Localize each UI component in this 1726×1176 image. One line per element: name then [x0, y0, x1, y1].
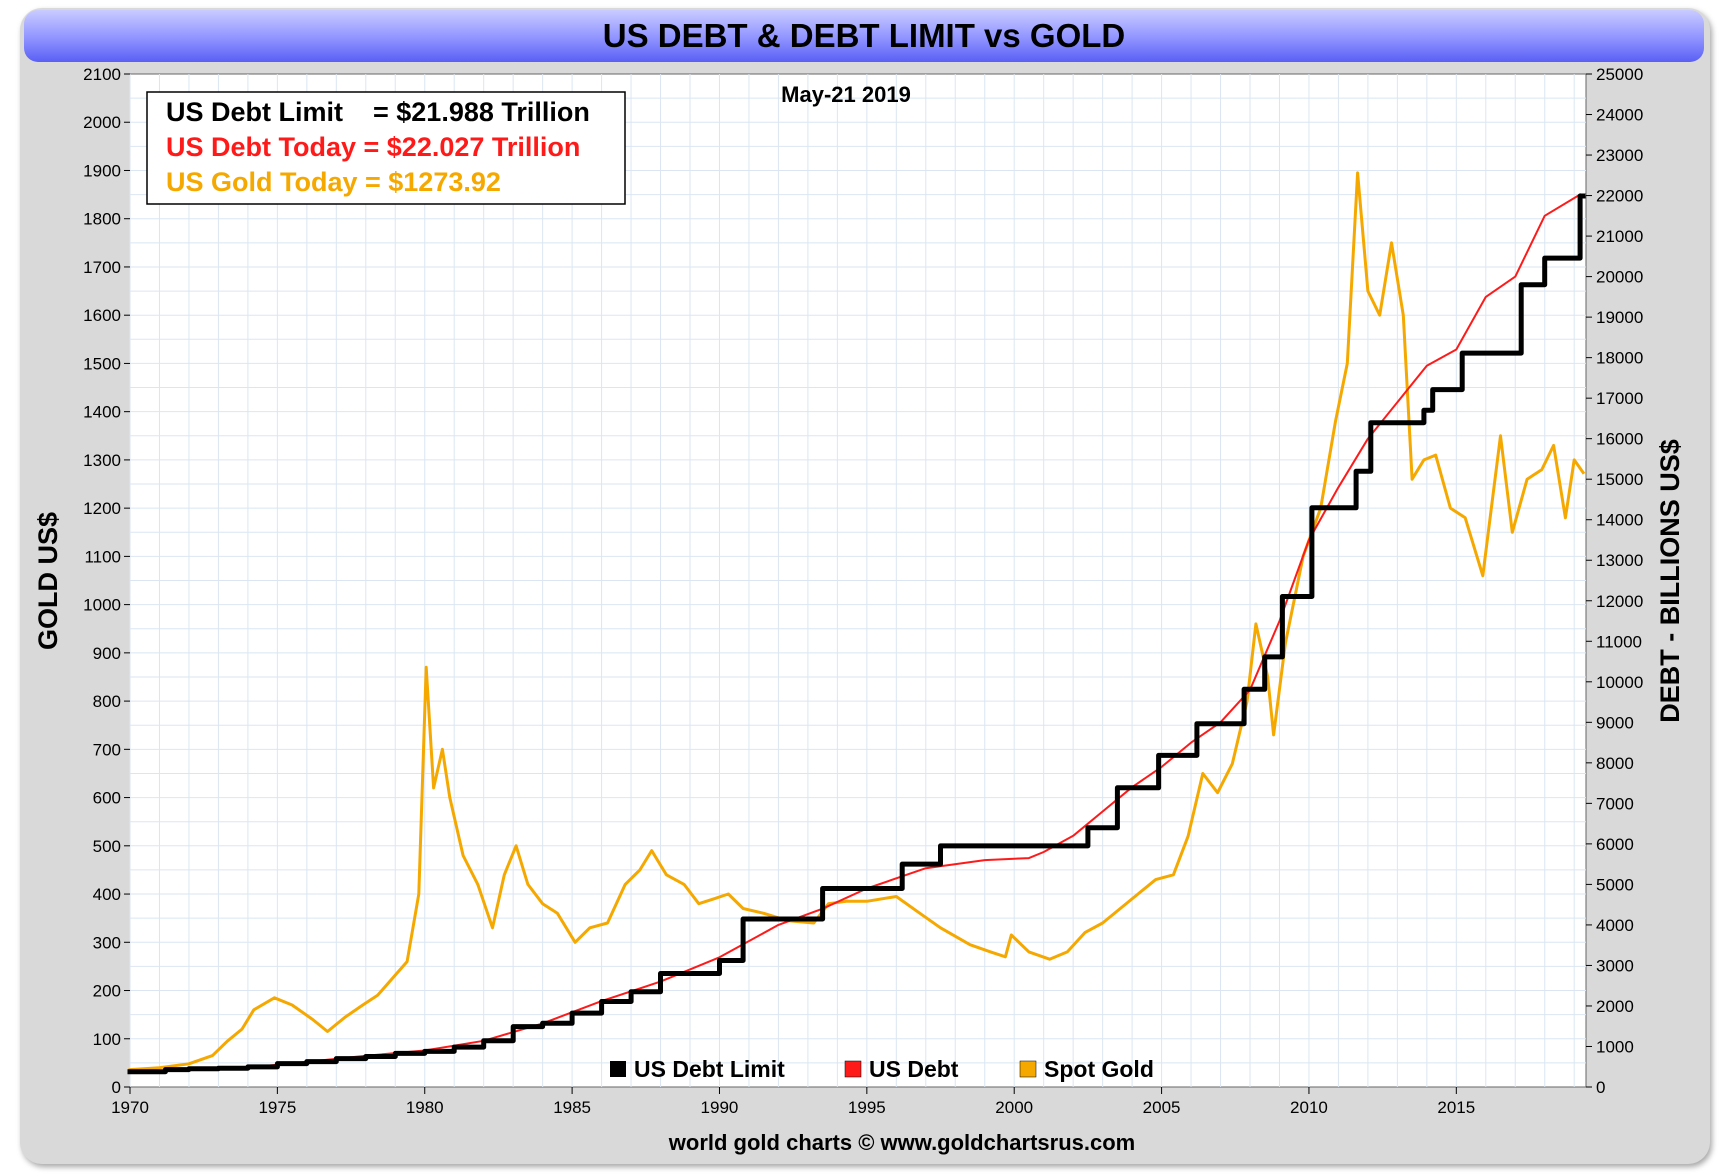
y-left-tick-label: 1400: [83, 403, 121, 422]
x-tick-label: 1995: [848, 1098, 886, 1117]
y-right-tick-label: 25000: [1596, 65, 1643, 84]
legend: US Debt Limit US Debt Spot Gold: [610, 1056, 1154, 1082]
x-tick-label: 2000: [995, 1098, 1033, 1117]
y-right-tick-label: 12000: [1596, 592, 1643, 611]
y-right-tick-label: 2000: [1596, 997, 1634, 1016]
x-tick-label: 2010: [1290, 1098, 1328, 1117]
footer-credit: world gold charts © www.goldchartsrus.co…: [668, 1130, 1135, 1155]
y-left-tick-label: 1300: [83, 451, 121, 470]
y-left-tick-label: 1600: [83, 306, 121, 325]
y-left-tick-label: 2000: [83, 113, 121, 132]
y-left-tick-label: 100: [93, 1030, 121, 1049]
y-left-tick-label: 800: [93, 692, 121, 711]
x-tick-label: 2015: [1437, 1098, 1475, 1117]
x-tick-label: 1990: [701, 1098, 739, 1117]
axis-ticks: 1970 1975 1980 1985 1990 1995 2000 2005 2010 2015…: [83, 65, 1643, 1117]
y-right-tick-label: 19000: [1596, 308, 1643, 327]
y-right-tick-label: 24000: [1596, 106, 1643, 125]
y-left-tick-label: 400: [93, 885, 121, 904]
y-right-tick-label: 22000: [1596, 187, 1643, 206]
y-axis-left-label: GOLD US$: [33, 512, 63, 650]
legend-label-debt: US Debt: [869, 1056, 959, 1082]
y-left-tick-label: 900: [93, 644, 121, 663]
y-left-tick-label: 1900: [83, 161, 121, 180]
y-left-tick-label: 500: [93, 837, 121, 856]
y-left-tick-label: 1500: [83, 354, 121, 373]
y-right-tick-label: 10000: [1596, 673, 1643, 692]
y-right-tick-label: 20000: [1596, 268, 1643, 287]
y-right-tick-label: 1000: [1596, 1037, 1634, 1056]
legend-swatch-debt: [844, 1060, 862, 1078]
x-tick-label: 1985: [553, 1098, 591, 1117]
series-line-spot-gold: [128, 171, 1586, 1072]
y-left-tick-label: 600: [93, 789, 121, 808]
y-right-tick-label: 14000: [1596, 511, 1643, 530]
y-right-tick-label: 6000: [1596, 835, 1634, 854]
legend-swatch-gold: [1019, 1060, 1037, 1078]
y-right-tick-label: 9000: [1596, 713, 1634, 732]
y-right-tick-label: 7000: [1596, 794, 1634, 813]
y-left-tick-label: 700: [93, 740, 121, 759]
y-left-tick-label: 1700: [83, 258, 121, 277]
y-left-tick-label: 1000: [83, 596, 121, 615]
x-tick-label: 1970: [111, 1098, 149, 1117]
x-tick-label: 2005: [1143, 1098, 1181, 1117]
grid: [129, 74, 1586, 1087]
info-debt-limit: US Debt Limit = $21.988 Trillion: [166, 97, 590, 127]
date-label: May-21 2019: [781, 82, 911, 107]
y-left-tick-label: 2100: [83, 65, 121, 84]
x-tick-label: 1980: [406, 1098, 444, 1117]
y-left-tick-label: 300: [93, 933, 121, 952]
legend-swatch-debt-limit: [610, 1061, 626, 1077]
y-right-tick-label: 17000: [1596, 389, 1643, 408]
y-axis-right-label: DEBT - BILLIONS US$: [1655, 439, 1685, 723]
y-left-tick-label: 1200: [83, 499, 121, 518]
info-gold-today: US Gold Today = $1273.92: [166, 167, 501, 197]
y-left-tick-label: 1100: [84, 547, 121, 566]
y-right-tick-label: 11000: [1596, 632, 1642, 651]
title-banner: [24, 10, 1704, 62]
info-debt-today: US Debt Today = $22.027 Trillion: [166, 132, 580, 162]
info-box: [146, 91, 626, 205]
legend-label-gold: Spot Gold: [1044, 1056, 1154, 1082]
series-layer: [127, 171, 1586, 1075]
legend-label-debt-limit: US Debt Limit: [634, 1056, 785, 1082]
y-right-tick-label: 4000: [1596, 916, 1634, 935]
y-right-tick-label: 3000: [1596, 956, 1634, 975]
series-line-us-debt-limit: [127, 193, 1586, 1075]
y-left-tick-label: 0: [112, 1078, 121, 1097]
y-right-tick-label: 16000: [1596, 430, 1643, 449]
y-left-tick-label: 200: [93, 982, 121, 1001]
y-right-tick-label: 15000: [1596, 470, 1643, 489]
y-right-tick-label: 8000: [1596, 754, 1634, 773]
y-right-tick-label: 5000: [1596, 875, 1634, 894]
y-right-tick-label: 23000: [1596, 146, 1643, 165]
chart-title: US DEBT & DEBT LIMIT vs GOLD: [603, 17, 1126, 54]
y-right-tick-label: 13000: [1596, 551, 1643, 570]
y-right-tick-label: 21000: [1596, 227, 1643, 246]
y-left-tick-label: 1800: [83, 210, 121, 229]
y-right-tick-label: 0: [1596, 1078, 1605, 1097]
y-right-tick-label: 18000: [1596, 349, 1643, 368]
x-tick-label: 1975: [258, 1098, 296, 1117]
